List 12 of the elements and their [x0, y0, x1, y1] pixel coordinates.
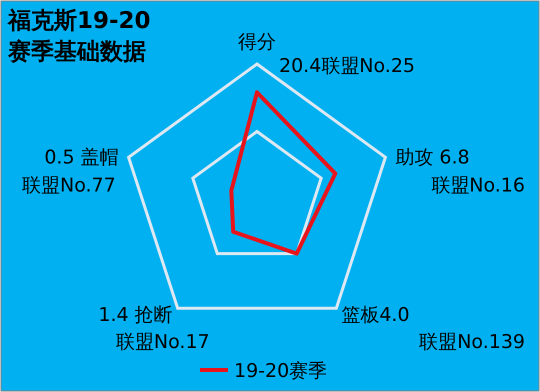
- spoke-label: 1.4 抢断: [98, 304, 173, 326]
- chart-title: 福克斯19-20 赛季基础数据: [7, 8, 151, 65]
- text: 20.4联盟No.25: [279, 55, 416, 77]
- spoke-label: 得分: [238, 31, 276, 53]
- spoke-label: 篮板4.0: [341, 304, 410, 326]
- spoke-label: 助攻 6.8: [395, 146, 470, 168]
- legend-label: 19-20赛季: [234, 360, 328, 382]
- text: 联盟No.17: [116, 331, 210, 354]
- text: 联盟No.139: [419, 331, 525, 354]
- text: 联盟No.77: [22, 174, 116, 196]
- text: 联盟No.16: [431, 174, 525, 196]
- spoke-label: 0.5 盖帽: [44, 146, 119, 168]
